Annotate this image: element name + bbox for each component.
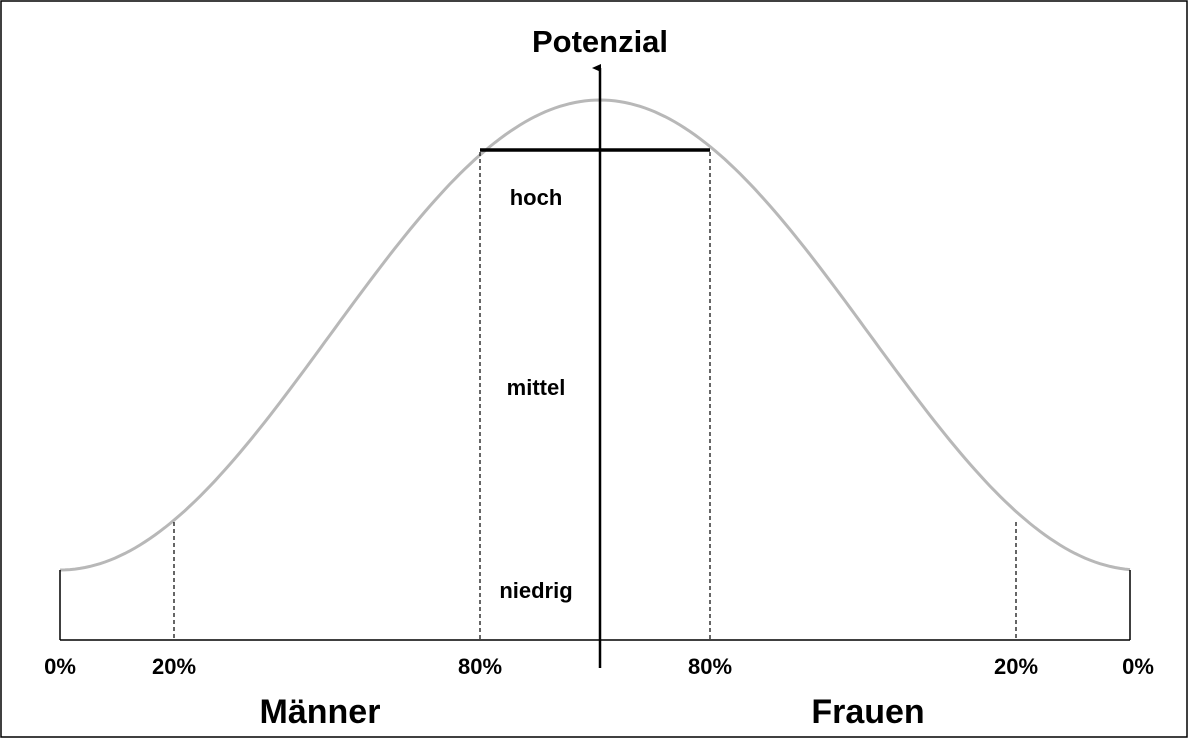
level-label: mittel <box>507 375 566 400</box>
x-label: 80% <box>688 654 732 679</box>
x-label: 80% <box>458 654 502 679</box>
level-label: niedrig <box>499 578 572 603</box>
group-label: Frauen <box>811 693 924 731</box>
group-label: Männer <box>260 693 381 731</box>
x-label: 20% <box>152 654 196 679</box>
x-label: 0% <box>44 654 76 679</box>
bell-curve <box>59 98 1131 572</box>
axis-label: Potenzial <box>532 24 668 59</box>
level-label: hoch <box>510 185 563 210</box>
x-label: 0% <box>1122 654 1154 679</box>
x-label: 20% <box>994 654 1038 679</box>
